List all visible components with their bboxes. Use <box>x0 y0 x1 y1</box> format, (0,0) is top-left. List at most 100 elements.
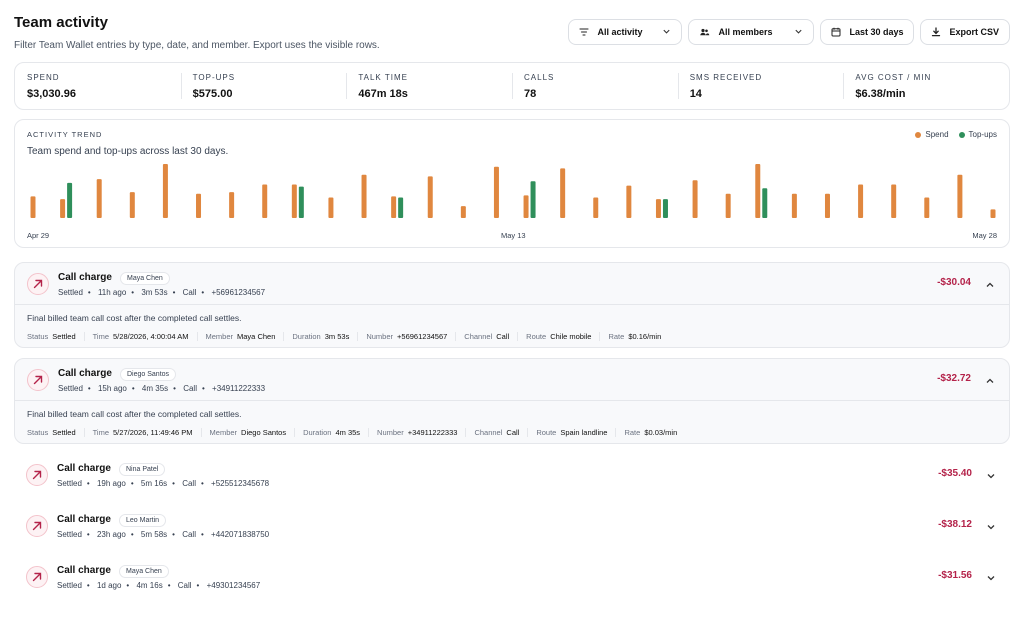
chevron-down-icon[interactable] <box>986 519 996 537</box>
field-key: Number <box>377 428 404 437</box>
field-route: Route Spain landline <box>527 428 615 437</box>
member-chip: Nina Patel <box>119 463 166 476</box>
spend-bar <box>328 197 334 218</box>
legend-swatch-spend <box>915 131 922 138</box>
date-range-button[interactable]: Last 30 days <box>820 19 915 45</box>
field-key: Route <box>526 332 547 341</box>
activity-list: Call charge Maya Chen Settled • 11h ago • … <box>14 262 1010 607</box>
top-up-bar <box>530 181 536 218</box>
entry-title: Call charge <box>58 368 112 379</box>
chevron-down-icon[interactable] <box>986 570 996 588</box>
summary-stats: SPEND $3,030.96 TOP-UPS $575.00 TALK TIM… <box>14 62 1010 110</box>
entry-status: Settled <box>58 288 83 297</box>
entry-ago: 11h ago <box>97 288 127 297</box>
field-status: Status Settled <box>27 428 84 437</box>
chevron-down-icon <box>794 27 803 38</box>
entry-status: Settled <box>57 530 82 539</box>
activity-filter-label: All activity <box>597 27 643 37</box>
activity-filter-select[interactable]: All activity <box>568 19 683 45</box>
field-key: Channel <box>464 332 493 341</box>
page-title: Team activity <box>14 14 108 31</box>
spend-bar <box>96 179 102 218</box>
chevron-up-icon[interactable] <box>985 277 995 295</box>
toolbar: All activity All members Last 30 days Ex… <box>568 19 1010 45</box>
chevron-up-icon[interactable] <box>985 373 995 391</box>
field-key: Rate <box>624 428 641 437</box>
entry-header[interactable]: Call charge Leo Martin Settled • 23h ago •… <box>14 505 1010 545</box>
stat-label: CALLS <box>524 73 555 82</box>
outgoing-arrow-icon <box>26 464 48 486</box>
entry-header[interactable]: Call charge Maya Chen Settled • 11h ago • … <box>15 263 1009 305</box>
spend-bar <box>560 168 566 218</box>
legend-spend: Spend <box>915 130 949 139</box>
entry-description: Final billed team call cost after the co… <box>27 313 242 323</box>
field-key: Time <box>92 428 110 437</box>
field-key: Number <box>366 332 394 341</box>
entry-duration: 5m 16s <box>140 479 168 488</box>
outgoing-arrow-icon <box>26 515 48 537</box>
export-csv-button[interactable]: Export CSV <box>920 19 1010 45</box>
activity-entry[interactable]: Call charge Diego Santos Settled • 15h ag… <box>14 358 1010 444</box>
field-value: 3m 53s <box>324 332 350 341</box>
field-time: Time 5/28/2026, 4:00:04 AM <box>83 332 197 341</box>
entry-number: +34911222333 <box>212 384 266 393</box>
field-number: Number +34911222333 <box>368 428 465 437</box>
entry-status: Settled <box>57 479 82 488</box>
entry-title: Call charge <box>58 272 112 283</box>
stat-sms-received: SMS RECEIVED 14 <box>677 63 844 109</box>
spend-bar <box>60 199 66 218</box>
stat-value: $575.00 <box>192 88 233 100</box>
field-route: Route Chile mobile <box>517 332 599 341</box>
member-chip: Diego Santos <box>120 368 177 381</box>
field-value: $0.03/min <box>644 428 678 437</box>
stat-value: 14 <box>689 88 702 100</box>
chevron-down-icon[interactable] <box>986 468 996 486</box>
activity-entry[interactable]: Call charge Leo Martin Settled • 23h ago •… <box>14 505 1010 547</box>
spend-bar <box>391 196 397 218</box>
spend-bar <box>824 193 830 218</box>
activity-trend-card: ACTIVITY TREND Team spend and top-ups ac… <box>14 119 1010 248</box>
entry-header[interactable]: Call charge Nina Patel Settled • 19h ago •… <box>14 454 1010 494</box>
field-value: $0.16/min <box>628 332 662 341</box>
calendar-icon <box>831 27 841 37</box>
spend-bar <box>30 196 36 218</box>
stat-calls: CALLS 78 <box>512 63 678 109</box>
outgoing-arrow-icon <box>26 566 48 588</box>
stat-talk-time: TALK TIME 467m 18s <box>346 63 512 109</box>
spend-bar <box>725 193 731 218</box>
field-member: Member Diego Santos <box>200 428 295 437</box>
x-tick-label: May 13 <box>501 231 526 240</box>
activity-entry[interactable]: Call charge Nina Patel Settled • 19h ago •… <box>14 454 1010 496</box>
entry-meta: Settled • 15h ago • 4m 35s • Call • +3491122… <box>58 384 266 393</box>
top-up-bar <box>398 197 404 218</box>
field-value: 5/28/2026, 4:00:04 AM <box>113 332 189 341</box>
legend-swatch-top-ups <box>958 131 965 138</box>
chevron-down-icon <box>662 27 671 38</box>
spend-bar <box>229 192 235 218</box>
entry-detail: Final billed team call cost after the co… <box>15 401 1009 443</box>
member-filter-select[interactable]: All members <box>688 19 815 45</box>
filter-icon <box>579 27 590 37</box>
top-up-bar <box>662 199 668 218</box>
entry-channel: Call <box>182 479 196 488</box>
field-key: Member <box>205 332 234 341</box>
activity-entry[interactable]: Call charge Maya Chen Settled • 11h ago • … <box>14 262 1010 348</box>
field-key: Rate <box>608 332 625 341</box>
field-channel: Channel Call <box>465 428 527 437</box>
entry-header[interactable]: Call charge Maya Chen Settled • 1d ago • 4… <box>14 556 1010 596</box>
field-key: Status <box>27 428 49 437</box>
entry-meta: Settled • 1d ago • 4m 16s • Call • +49301234… <box>57 581 261 590</box>
entry-channel: Call <box>182 530 196 539</box>
spend-bar <box>692 180 698 218</box>
spend-bar <box>129 192 135 218</box>
spend-bar <box>755 164 761 218</box>
entry-header[interactable]: Call charge Diego Santos Settled • 15h ag… <box>15 359 1009 401</box>
activity-entry[interactable]: Call charge Maya Chen Settled • 1d ago • 4… <box>14 556 1010 598</box>
page-header: Team activity Filter Team Wallet entries… <box>14 14 380 51</box>
field-number: Number +56961234567 <box>357 332 455 341</box>
entry-amount: -$35.40 <box>938 468 972 479</box>
stat-value: 78 <box>524 88 537 100</box>
entry-channel: Call <box>177 581 192 590</box>
field-rate: Rate $0.03/min <box>615 428 685 437</box>
top-up-bar <box>67 182 73 218</box>
